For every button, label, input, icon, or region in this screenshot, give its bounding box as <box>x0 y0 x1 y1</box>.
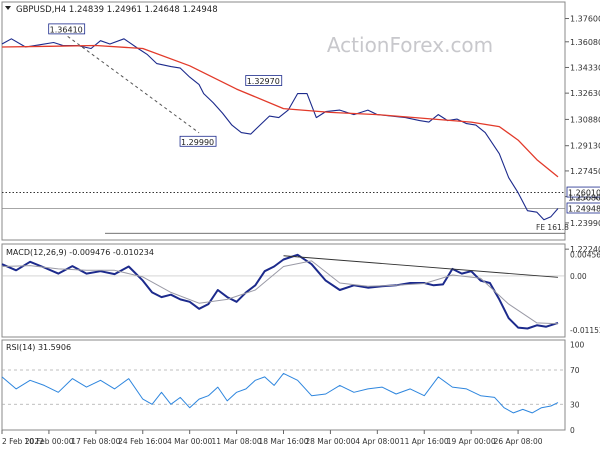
xtick-label: 26 Apr 08:00 <box>494 437 543 446</box>
macd-signal-line <box>1 260 559 325</box>
xtick-label: 17 Feb 08:00 <box>71 437 120 446</box>
level-label: 1.32970 <box>247 77 280 86</box>
price-ytick-label: 1.32630 <box>570 89 600 98</box>
level-box <box>566 202 600 214</box>
level-label: 1.25680 <box>568 194 600 203</box>
xtick-label: 11 Apr 16:00 <box>400 437 449 446</box>
macd-title: MACD(12,26,9) -0.009476 -0.010234 <box>6 248 154 257</box>
level-box <box>179 135 217 147</box>
xtick-label: 18 Mar 16:00 <box>258 437 308 446</box>
fibonacci-extension-label: FE 161.8 <box>536 223 569 232</box>
level-box <box>566 186 600 198</box>
price-ytick-label: 1.30880 <box>570 115 600 124</box>
xtick-label: 19 Apr 00:00 <box>447 437 496 446</box>
level-label: 1.24948 <box>568 204 600 213</box>
xtick-label: 4 Mar 00:00 <box>167 437 213 446</box>
price-ytick-label: 1.36080 <box>570 38 600 47</box>
price-ytick-label: 1.27450 <box>570 167 600 176</box>
price-ytick-label: 1.22240 <box>570 245 600 254</box>
level-box <box>245 75 283 86</box>
level-label: 1.26010 <box>568 189 600 198</box>
macd-line <box>1 253 559 330</box>
price-trendline <box>67 35 200 134</box>
symbol-label: GBPUSD,H4 1.24839 1.24961 1.24648 1.2494… <box>16 5 218 15</box>
xtick-label: 24 Feb 16:00 <box>118 437 167 446</box>
level-label: 1.29990 <box>181 138 214 147</box>
macd-ytick-label: 0.00 <box>570 272 587 281</box>
rsi-title: RSI(14) 31.5906 <box>6 343 71 352</box>
xtick-label: 11 Mar 08:00 <box>212 437 262 446</box>
rsi-ytick-label: 0 <box>570 426 575 435</box>
moving-average-line <box>1 44 559 178</box>
xtick-label: 4 Apr 08:00 <box>355 437 399 446</box>
price-ytick-label: 1.37600 <box>570 15 600 24</box>
level-label: 1.36410 <box>50 25 83 34</box>
pane-frame-2 <box>1 339 566 431</box>
xtick-label: 28 Mar 00:00 <box>305 437 355 446</box>
xtick-label: 10 Feb 00:00 <box>24 437 73 446</box>
watermark: ActionForex.com <box>327 33 493 57</box>
price-ytick-label: 1.34330 <box>570 63 600 72</box>
price-series-line <box>1 38 559 221</box>
rsi-ytick-label: 100 <box>570 340 585 349</box>
price-ytick-label: 1.23990 <box>570 219 600 228</box>
macd-ytick-label: 0.00456 <box>570 251 600 260</box>
macd-trendline <box>283 255 558 278</box>
dropdown-triangle-icon <box>5 6 11 10</box>
pane-frame-1 <box>1 243 566 338</box>
macd-ytick-label: -0.011529 <box>570 326 600 335</box>
rsi-line <box>1 372 559 414</box>
rsi-ytick-label: 70 <box>570 366 580 375</box>
xtick-label: 2 Feb 2022 <box>2 437 44 446</box>
price-ytick-label: 1.29130 <box>570 142 600 151</box>
rsi-ytick-label: 30 <box>570 400 580 409</box>
pane-frame-0 <box>1 1 566 241</box>
level-box <box>48 23 86 35</box>
